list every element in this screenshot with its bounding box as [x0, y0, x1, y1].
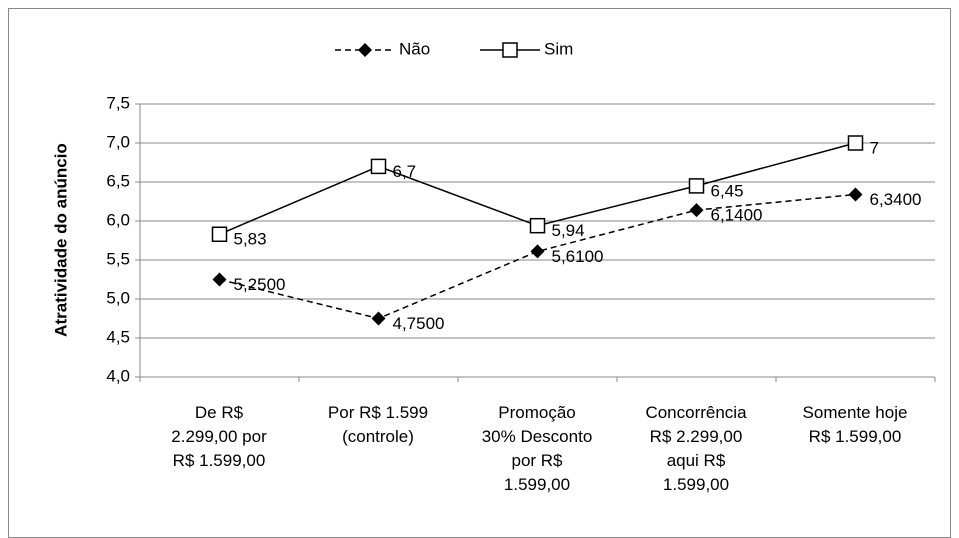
data-label: 6,7	[393, 162, 417, 181]
data-label: 5,6100	[552, 247, 604, 266]
marker	[688, 178, 705, 194]
x-tick-label: De R$ 2.299,00 por R$ 1.599,00	[171, 403, 267, 470]
marker	[371, 311, 386, 326]
marker	[530, 244, 545, 259]
data-label: 4,7500	[393, 314, 445, 333]
y-tick-label: 4,0	[106, 366, 130, 385]
data-label: 7	[870, 138, 879, 157]
marker	[211, 226, 228, 243]
data-label: 5,83	[234, 230, 267, 249]
data-label: 6,3400	[870, 190, 922, 209]
legend-label: Sim	[544, 39, 573, 58]
marker	[847, 135, 864, 151]
marker	[529, 217, 546, 234]
x-tick-label: Somente hoje R$ 1.599,00	[802, 403, 908, 446]
series-line	[219, 193, 856, 320]
legend-label: Não	[399, 39, 430, 58]
y-tick-label: 6,0	[106, 210, 130, 229]
marker	[212, 272, 227, 287]
y-tick-label: 4,5	[106, 327, 130, 346]
data-label: 5,94	[552, 221, 585, 240]
y-tick-label: 5,0	[106, 288, 130, 307]
data-label: 6,45	[711, 181, 744, 200]
data-label: 6,1400	[711, 206, 763, 225]
y-axis-title: Atratividade do anúncio	[51, 143, 70, 337]
y-tick-label: 6,5	[106, 171, 130, 190]
data-label: 5,2500	[234, 275, 286, 294]
x-tick-label: Por R$ 1.599 (controle)	[327, 403, 429, 446]
y-tick-label: 5,5	[106, 249, 130, 268]
x-tick-label: Concorrência R$ 2.299,00 aqui R$ 1.599,0…	[645, 403, 747, 494]
legend-marker	[502, 42, 518, 58]
y-tick-label: 7,0	[106, 132, 130, 151]
x-tick-label: Promoção 30% Desconto por R$ 1.599,00	[481, 403, 593, 494]
y-tick-label: 7,5	[106, 93, 130, 112]
marker	[848, 187, 863, 202]
marker	[689, 203, 704, 218]
marker	[370, 158, 387, 175]
legend-marker	[358, 43, 372, 57]
